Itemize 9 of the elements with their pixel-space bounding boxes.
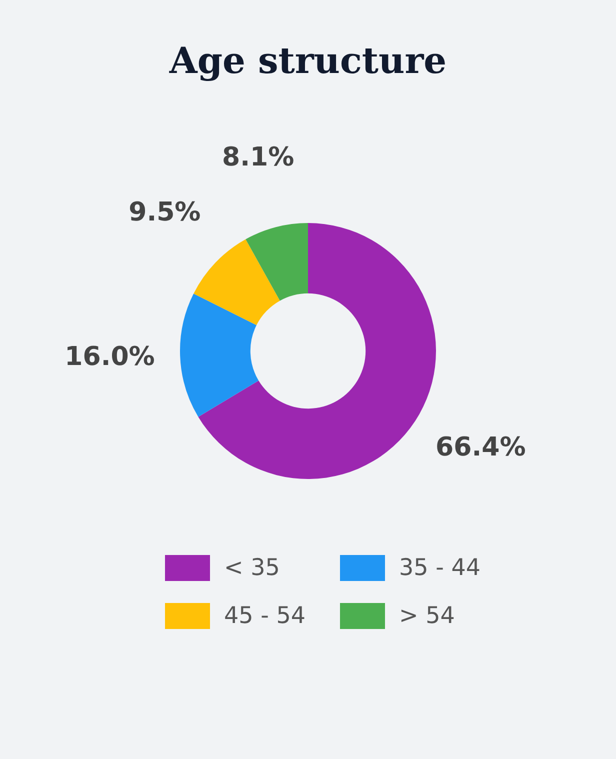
- legend-label: < 35: [224, 555, 280, 581]
- legend-label: > 54: [399, 603, 455, 629]
- legend-label: 35 - 44: [399, 555, 480, 581]
- legend-label: 45 - 54: [224, 603, 306, 629]
- data-label: 8.1%: [222, 142, 294, 173]
- chart-title: Age structure: [168, 40, 448, 82]
- data-label: 9.5%: [128, 198, 201, 228]
- data-label: 66.4%: [436, 432, 526, 463]
- data-label: 16.0%: [64, 342, 155, 372]
